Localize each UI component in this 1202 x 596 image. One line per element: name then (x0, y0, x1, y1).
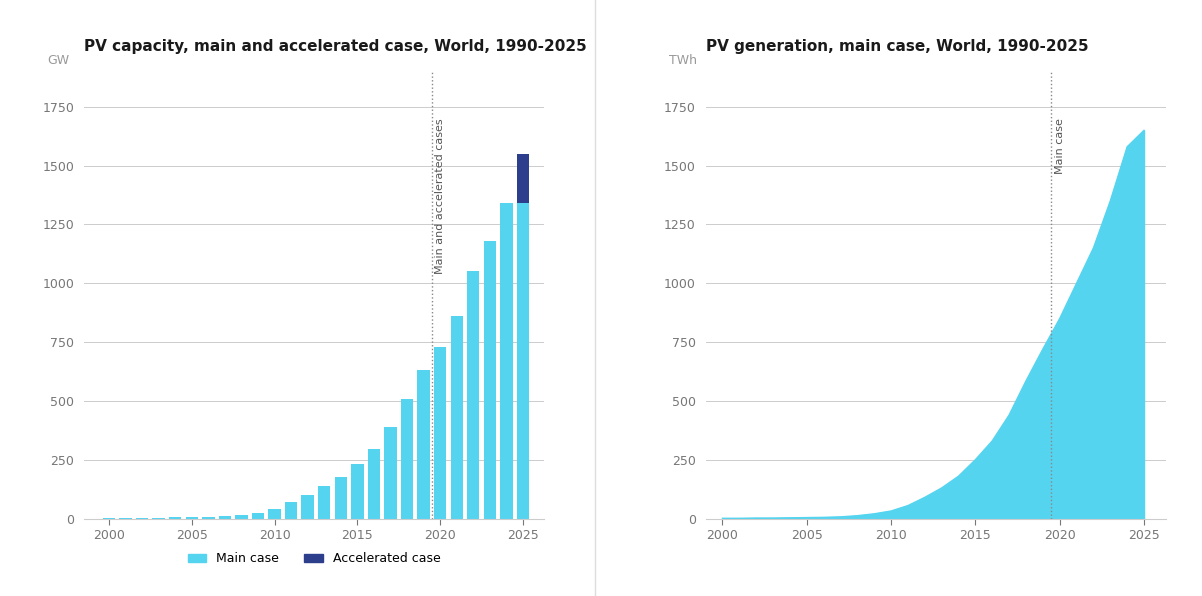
Bar (251, 513, 264, 519)
Bar (268, 509, 281, 519)
Bar (368, 449, 380, 519)
Bar (153, 517, 165, 519)
Bar (517, 154, 529, 203)
Bar (417, 370, 430, 519)
Bar (434, 347, 446, 519)
Bar (483, 241, 496, 519)
Text: GW: GW (47, 54, 70, 67)
Text: TWh: TWh (668, 54, 697, 67)
Text: Main case: Main case (1054, 119, 1065, 175)
Bar (136, 518, 148, 519)
Bar (385, 427, 397, 519)
Bar (185, 517, 198, 519)
Bar (236, 515, 248, 519)
Bar (400, 399, 413, 519)
Bar (500, 203, 512, 519)
Bar (334, 477, 347, 519)
Bar (517, 203, 529, 519)
Bar (202, 517, 214, 519)
Bar (302, 495, 314, 519)
Bar (285, 502, 297, 519)
Bar (319, 486, 331, 519)
Bar (351, 464, 363, 519)
Text: PV capacity, main and accelerated case, World, 1990-2025: PV capacity, main and accelerated case, … (84, 39, 587, 54)
Text: Main and accelerated cases: Main and accelerated cases (435, 119, 445, 274)
Legend: Main case, Accelerated case: Main case, Accelerated case (183, 547, 446, 570)
Bar (451, 316, 463, 519)
Bar (219, 516, 231, 519)
Bar (169, 517, 182, 519)
Text: PV generation, main case, World, 1990-2025: PV generation, main case, World, 1990-20… (706, 39, 1088, 54)
Bar (468, 272, 480, 519)
